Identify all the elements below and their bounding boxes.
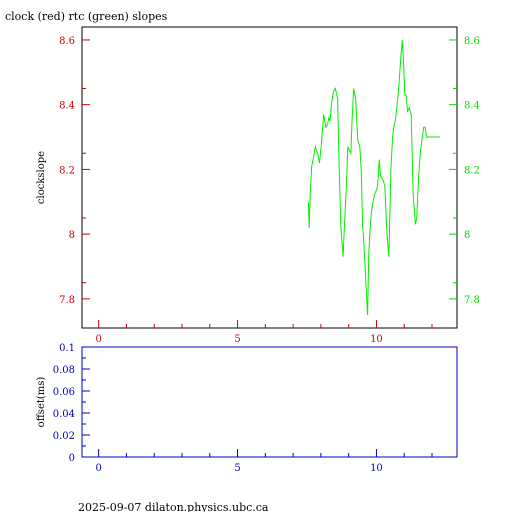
footer-host-date: 2025-09-07 dilaton.physics.ubc.ca xyxy=(78,501,269,512)
right-y-tick-label: 8.2 xyxy=(464,165,480,176)
y-axis-label: clockslope xyxy=(36,151,47,204)
bottom-plot-frame xyxy=(81,346,458,458)
left-y-tick-label: 8.4 xyxy=(59,101,75,112)
top-plot-frame xyxy=(81,26,458,329)
rtc-slope-series-line xyxy=(307,39,440,316)
offset-y-tick-label: 0 xyxy=(69,453,75,464)
x-tick-label: 10 xyxy=(370,334,383,345)
top-chart-panel: 7.8 8 8.2 8.4 8.6 7.8 8 8.2 8.4 8.6 0 5 10 clockslope xyxy=(36,26,480,345)
right-y-tick-label: 8.6 xyxy=(464,36,480,47)
offset-y-tick-label: 0.04 xyxy=(53,409,75,420)
x-tick-label: 0 xyxy=(95,334,101,345)
right-y-tick-label: 7.8 xyxy=(464,295,480,306)
offset-x-tick-label: 0 xyxy=(95,463,101,474)
offset-y-tick-label: 0.02 xyxy=(53,431,75,442)
left-y-tick-label: 8.2 xyxy=(59,165,75,176)
left-y-tick-label: 8 xyxy=(69,230,75,241)
right-y-tick-label: 8.4 xyxy=(464,101,480,112)
left-y-tick-label: 7.8 xyxy=(59,295,75,306)
chart-title: clock (red) rtc (green) slopes xyxy=(5,10,168,23)
left-y-tick-label: 8.6 xyxy=(59,36,75,47)
right-y-tick-label: 8 xyxy=(464,230,470,241)
bottom-chart-panel: 0 0.02 0.04 0.06 0.08 0.1 0 5 10 offset(ms) xyxy=(36,343,458,474)
offset-y-tick-label: 0.06 xyxy=(53,387,75,398)
offset-y-tick-label: 0.1 xyxy=(59,343,75,354)
offset-x-tick-label: 10 xyxy=(370,463,383,474)
offset-x-tick-label: 5 xyxy=(234,463,240,474)
offset-y-axis-label: offset(ms) xyxy=(36,377,47,428)
x-tick-label: 5 xyxy=(234,334,240,345)
offset-y-tick-label: 0.08 xyxy=(53,365,75,376)
